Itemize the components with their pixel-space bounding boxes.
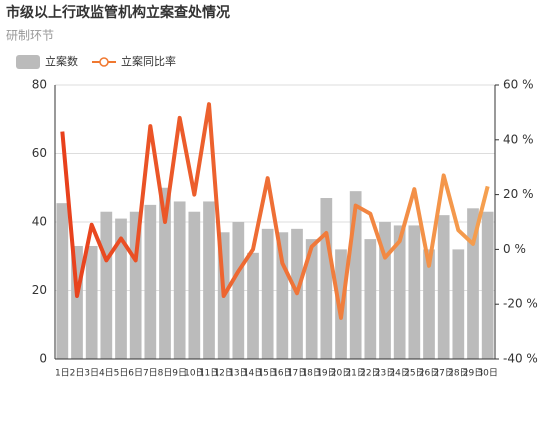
bar bbox=[393, 225, 406, 359]
x-tick-label: 26日 bbox=[419, 368, 439, 379]
x-tick-label: 3日 bbox=[84, 368, 99, 379]
bar bbox=[349, 191, 362, 359]
bar bbox=[129, 211, 142, 359]
bar bbox=[144, 204, 157, 359]
bar bbox=[379, 222, 391, 359]
x-tick-label: 13日 bbox=[228, 368, 248, 379]
x-tick-label: 2日 bbox=[70, 368, 85, 379]
y-tick-label: 40 bbox=[32, 215, 47, 229]
x-tick-label: 6日 bbox=[128, 368, 143, 379]
x-tick-label: 29日 bbox=[463, 368, 483, 379]
bar bbox=[173, 201, 186, 359]
y-tick-label: 80 bbox=[32, 78, 47, 92]
x-tick-label: 16日 bbox=[272, 368, 292, 379]
x-tick-label: 12日 bbox=[213, 368, 233, 379]
x-tick-label: 8日 bbox=[158, 368, 173, 379]
x-tick-label: 11日 bbox=[199, 368, 219, 379]
bar bbox=[481, 211, 494, 359]
x-tick-label: 17日 bbox=[287, 368, 307, 379]
legend-swatch[interactable] bbox=[99, 57, 109, 67]
x-tick-label: 27日 bbox=[433, 368, 453, 379]
bar bbox=[320, 198, 333, 359]
x-tick-label: 10日 bbox=[184, 368, 204, 379]
y2-tick-label: 40 % bbox=[503, 132, 534, 146]
bar bbox=[100, 211, 113, 359]
legend-label[interactable]: 立案同比率 bbox=[121, 54, 176, 68]
legend-swatch[interactable] bbox=[16, 55, 40, 69]
bar bbox=[115, 218, 127, 359]
bar bbox=[305, 239, 318, 359]
x-tick-label: 14日 bbox=[243, 368, 263, 379]
x-tick-label: 22日 bbox=[360, 368, 380, 379]
bar bbox=[203, 201, 215, 359]
y2-tick-label: 20 % bbox=[503, 187, 534, 201]
bar bbox=[452, 249, 465, 359]
legend-label[interactable]: 立案数 bbox=[45, 54, 78, 68]
line bbox=[60, 102, 490, 320]
x-tick-label: 25日 bbox=[404, 368, 424, 379]
x-tick-label: 19日 bbox=[316, 368, 336, 379]
x-tick-label: 9日 bbox=[172, 368, 187, 379]
y2-tick-label: -40 % bbox=[503, 352, 538, 366]
bar bbox=[261, 228, 274, 359]
bar bbox=[188, 211, 201, 359]
x-tick-label: 5日 bbox=[114, 368, 129, 379]
bar bbox=[56, 203, 69, 359]
x-tick-label: 1日 bbox=[55, 368, 70, 379]
x-tick-label: 23日 bbox=[375, 368, 395, 379]
y-tick-label: 60 bbox=[32, 146, 47, 160]
bar bbox=[276, 232, 289, 359]
x-tick-label: 28日 bbox=[448, 368, 468, 379]
bar bbox=[423, 249, 435, 359]
bar bbox=[364, 239, 377, 359]
y2-tick-label: -20 % bbox=[503, 297, 538, 311]
y-tick-label: 0 bbox=[39, 352, 47, 366]
bar bbox=[408, 225, 421, 359]
x-tick-label: 24日 bbox=[389, 368, 409, 379]
x-tick-label: 7日 bbox=[143, 368, 158, 379]
chart-subtitle: 研制环节 bbox=[6, 29, 54, 43]
x-tick-label: 21日 bbox=[345, 368, 365, 379]
y2-tick-label: 60 % bbox=[503, 78, 534, 92]
bar bbox=[85, 245, 98, 359]
x-tick-label: 4日 bbox=[99, 368, 114, 379]
chart-title: 市级以上行政监管机构立案查处情况 bbox=[6, 4, 230, 21]
bar bbox=[437, 215, 450, 359]
y-tick-label: 20 bbox=[32, 283, 47, 297]
y2-tick-label: 0 % bbox=[503, 242, 526, 256]
bar bbox=[71, 245, 83, 359]
bar bbox=[247, 252, 259, 359]
x-tick-label: 20日 bbox=[331, 368, 351, 379]
x-tick-label: 18日 bbox=[301, 368, 321, 379]
x-tick-label: 30日 bbox=[477, 368, 497, 379]
x-tick-label: 15日 bbox=[257, 368, 277, 379]
bar bbox=[159, 187, 171, 359]
bar bbox=[232, 222, 245, 359]
bar bbox=[467, 208, 479, 359]
